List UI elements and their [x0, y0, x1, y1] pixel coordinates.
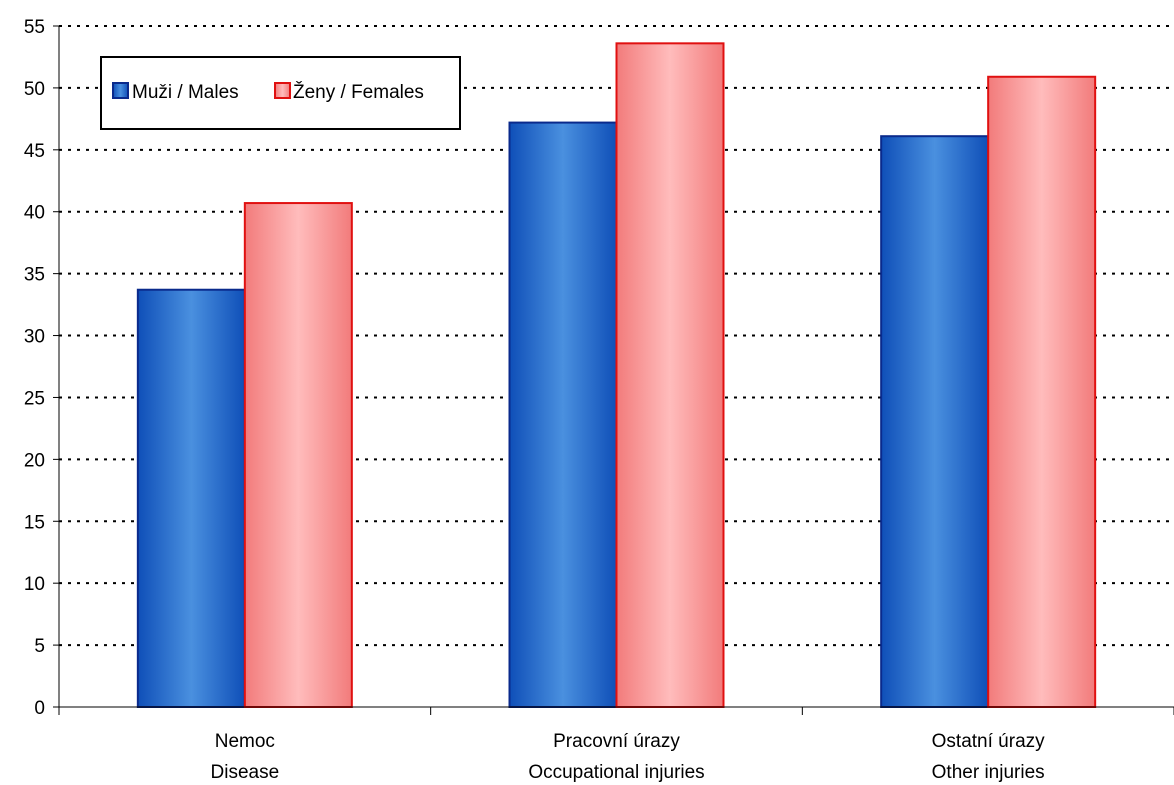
legend-label-females: Ženy / Females: [293, 81, 424, 103]
y-tick-label: 5: [34, 636, 45, 657]
axes: [53, 25, 1174, 715]
y-tick-label: 50: [24, 79, 45, 100]
category-label: Disease: [211, 762, 280, 783]
bars: [136, 42, 1097, 709]
y-tick-label: 40: [24, 203, 45, 224]
y-tick-label: 25: [24, 388, 45, 409]
legend-swatch-females: [274, 82, 291, 99]
legend: Muži / Males Ženy / Females: [100, 56, 461, 130]
bar-males: [880, 135, 990, 708]
y-tick-label: 20: [24, 450, 45, 471]
bar-females: [243, 202, 353, 708]
axis-labels: 0 5 10 15 20 25 30 35 40 45 50 55 Nemoc Disease Pracov…: [24, 17, 1045, 783]
category-label: Pracovní úrazy: [553, 731, 680, 752]
y-tick-label: 55: [24, 17, 45, 38]
bar-females: [987, 75, 1097, 709]
y-tick-label: 30: [24, 327, 45, 348]
bar-females: [615, 42, 725, 709]
legend-swatch-males: [112, 82, 129, 99]
y-tick-label: 45: [24, 141, 45, 162]
legend-label-males: Muži / Males: [132, 82, 239, 103]
y-tick-label: 15: [24, 512, 45, 533]
category-label: Occupational injuries: [528, 762, 704, 783]
y-tick-label: 10: [24, 574, 45, 595]
y-tick-label: 0: [34, 698, 45, 719]
category-label: Nemoc: [215, 731, 275, 752]
bar-males: [508, 121, 618, 708]
category-label: Ostatní úrazy: [932, 731, 1045, 752]
bar-males: [136, 288, 246, 708]
category-label: Other injuries: [932, 762, 1045, 783]
y-tick-label: 35: [24, 265, 45, 286]
